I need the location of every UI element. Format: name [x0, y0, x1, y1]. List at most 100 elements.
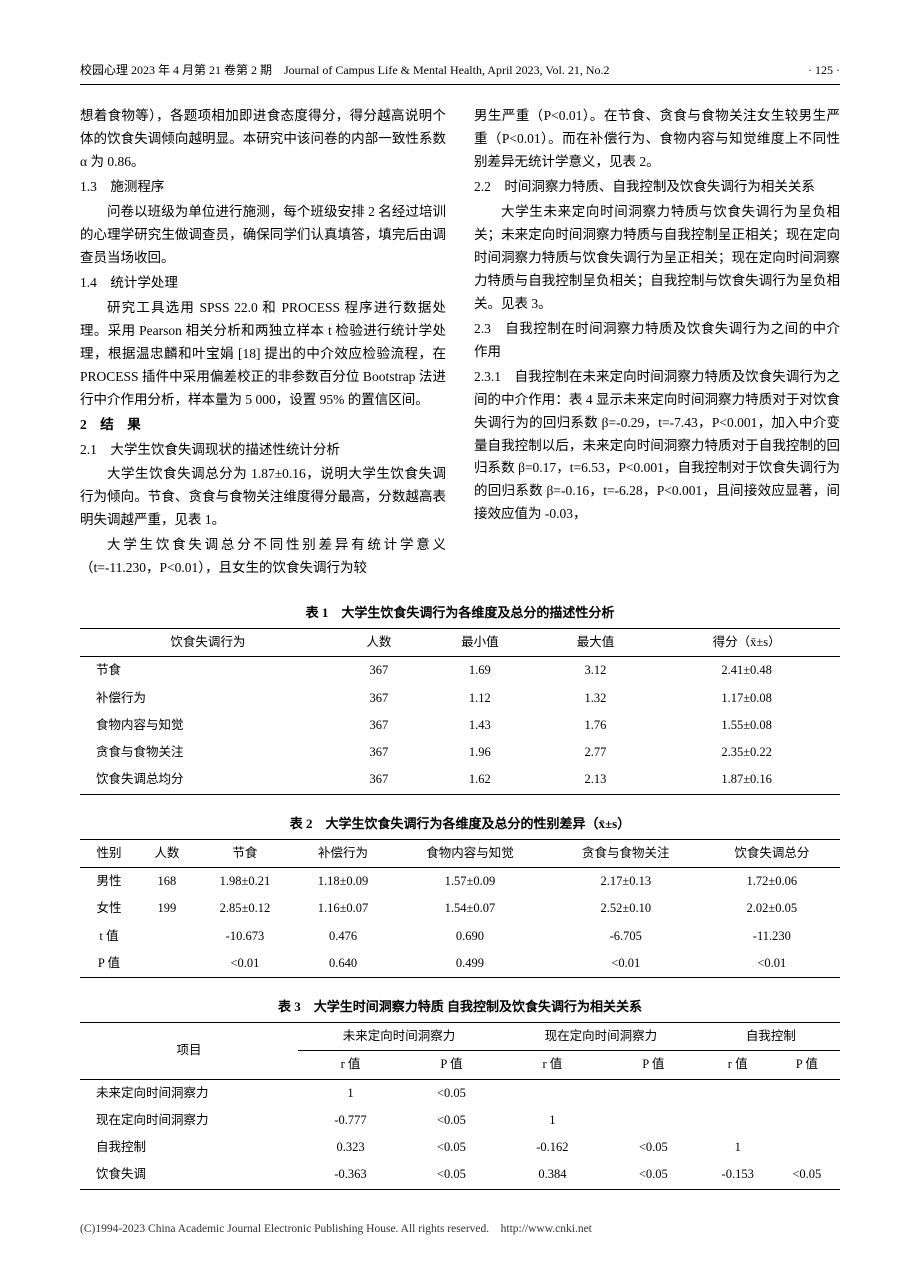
- table-cell: 1.69: [422, 657, 538, 685]
- table-cell: 1: [298, 1079, 403, 1107]
- table-cell: 1.62: [422, 766, 538, 794]
- table1-caption: 表 1 大学生饮食失调行为各维度及总分的描述性分析: [80, 602, 840, 624]
- table-cell: [605, 1079, 702, 1107]
- table-cell: 367: [336, 657, 422, 685]
- table-cell: [138, 923, 196, 950]
- section-2-1: 2.1 大学生饮食失调现状的描述性统计分析: [80, 439, 446, 462]
- table-cell: P 值: [80, 950, 138, 978]
- table-cell: 1.57±0.09: [392, 868, 548, 896]
- table-cell: 饮食失调: [80, 1161, 298, 1189]
- section-1-4: 1.4 统计学处理: [80, 272, 446, 295]
- para: 男生严重（P<0.01）。在节食、贪食与食物关注女生较男生严重（P<0.01）。…: [474, 105, 840, 174]
- table-cell: <0.05: [403, 1107, 500, 1134]
- th: 现在定向时间洞察力: [500, 1023, 702, 1051]
- header-left: 校园心理 2023 年 4 月第 21 卷第 2 期 Journal of Ca…: [80, 60, 610, 80]
- table-cell: <0.05: [403, 1134, 500, 1161]
- section-2-3-1: 2.3.1 自我控制在未来定向时间洞察力特质及饮食失调行为之间的中介作用：表 4…: [474, 366, 840, 527]
- table-cell: 1.96: [422, 739, 538, 766]
- page-header: 校园心理 2023 年 4 月第 21 卷第 2 期 Journal of Ca…: [80, 60, 840, 85]
- th: P 值: [774, 1051, 840, 1079]
- table-cell: 367: [336, 766, 422, 794]
- section-2-2: 2.2 时间洞察力特质、自我控制及饮食失调行为相关关系: [474, 176, 840, 199]
- th: 贪食与食物关注: [548, 839, 704, 867]
- table-cell: 现在定向时间洞察力: [80, 1107, 298, 1134]
- table-cell: 1.12: [422, 685, 538, 712]
- table-cell: 1.72±0.06: [704, 868, 840, 896]
- th: 项目: [80, 1023, 298, 1080]
- para: 想着食物等），各题项相加即进食态度得分，得分越高说明个体的饮食失调倾向越明显。本…: [80, 105, 446, 174]
- table-cell: <0.05: [605, 1134, 702, 1161]
- th: P 值: [403, 1051, 500, 1079]
- table-cell: 1.32: [538, 685, 654, 712]
- table-cell: 367: [336, 739, 422, 766]
- table-cell: 0.640: [294, 950, 392, 978]
- table-cell: 1.16±0.07: [294, 895, 392, 922]
- table-cell: [702, 1107, 774, 1134]
- table-cell: <0.01: [548, 950, 704, 978]
- table-cell: 1: [500, 1107, 605, 1134]
- table-cell: <0.05: [403, 1161, 500, 1189]
- table-cell: 男性: [80, 868, 138, 896]
- th: 补偿行为: [294, 839, 392, 867]
- para: 问卷以班级为单位进行施测，每个班级安排 2 名经过培训的心理学研究生做调查员，确…: [80, 201, 446, 270]
- body-columns: 想着食物等），各题项相加即进食态度得分，得分越高说明个体的饮食失调倾向越明显。本…: [80, 105, 840, 582]
- th: 最大值: [538, 629, 654, 657]
- table-cell: -0.162: [500, 1134, 605, 1161]
- table-cell: 自我控制: [80, 1134, 298, 1161]
- table-cell: 0.476: [294, 923, 392, 950]
- table-cell: 2.41±0.48: [653, 657, 840, 685]
- th: 未来定向时间洞察力: [298, 1023, 500, 1051]
- th: 得分（x̄±s）: [653, 629, 840, 657]
- table-cell: -0.777: [298, 1107, 403, 1134]
- left-column: 想着食物等），各题项相加即进食态度得分，得分越高说明个体的饮食失调倾向越明显。本…: [80, 105, 446, 582]
- table-cell: 1.17±0.08: [653, 685, 840, 712]
- table-cell: [774, 1107, 840, 1134]
- table-cell: [605, 1107, 702, 1134]
- table-cell: <0.05: [605, 1161, 702, 1189]
- table-cell: 0.384: [500, 1161, 605, 1189]
- table-cell: 1.54±0.07: [392, 895, 548, 922]
- table-cell: 199: [138, 895, 196, 922]
- table-cell: 节食: [80, 657, 336, 685]
- table-cell: 1.18±0.09: [294, 868, 392, 896]
- table-cell: <0.05: [403, 1079, 500, 1107]
- table-cell: 1.43: [422, 712, 538, 739]
- table-cell: <0.05: [774, 1161, 840, 1189]
- table-cell: -11.230: [704, 923, 840, 950]
- table-cell: 2.77: [538, 739, 654, 766]
- table1: 饮食失调行为 人数 最小值 最大值 得分（x̄±s） 节食3671.693.12…: [80, 628, 840, 795]
- table-cell: 2.52±0.10: [548, 895, 704, 922]
- table-cell: -10.673: [196, 923, 294, 950]
- table-cell: 367: [336, 685, 422, 712]
- table-cell: 1.98±0.21: [196, 868, 294, 896]
- header-right: · 125 ·: [808, 60, 840, 80]
- table-cell: 食物内容与知觉: [80, 712, 336, 739]
- para: 大学生饮食失调总分为 1.87±0.16，说明大学生饮食失调行为倾向。节食、贪食…: [80, 463, 446, 532]
- table-cell: 2.02±0.05: [704, 895, 840, 922]
- table-cell: [500, 1079, 605, 1107]
- th: 最小值: [422, 629, 538, 657]
- th: 食物内容与知觉: [392, 839, 548, 867]
- table3-caption: 表 3 大学生时间洞察力特质 自我控制及饮食失调行为相关关系: [80, 996, 840, 1018]
- table-cell: 1: [702, 1134, 774, 1161]
- table2: 性别 人数 节食 补偿行为 食物内容与知觉 贪食与食物关注 饮食失调总分 男性1…: [80, 839, 840, 978]
- table-cell: 1.55±0.08: [653, 712, 840, 739]
- table-cell: <0.01: [704, 950, 840, 978]
- section-1-3: 1.3 施测程序: [80, 176, 446, 199]
- th: r 值: [702, 1051, 774, 1079]
- table-cell: [774, 1134, 840, 1161]
- table-cell: 168: [138, 868, 196, 896]
- th: 人数: [336, 629, 422, 657]
- th: 性别: [80, 839, 138, 867]
- table-cell: 3.12: [538, 657, 654, 685]
- section-2: 2 结 果: [80, 414, 446, 437]
- table-cell: 贪食与食物关注: [80, 739, 336, 766]
- para: 大学生饮食失调总分不同性别差异有统计学意义（t=-11.230，P<0.01），…: [80, 534, 446, 580]
- table-cell: 未来定向时间洞察力: [80, 1079, 298, 1107]
- th: 饮食失调行为: [80, 629, 336, 657]
- table-cell: t 值: [80, 923, 138, 950]
- table2-caption: 表 2 大学生饮食失调行为各维度及总分的性别差异（x̄±s）: [80, 813, 840, 835]
- th: P 值: [605, 1051, 702, 1079]
- table-cell: 2.13: [538, 766, 654, 794]
- th: 人数: [138, 839, 196, 867]
